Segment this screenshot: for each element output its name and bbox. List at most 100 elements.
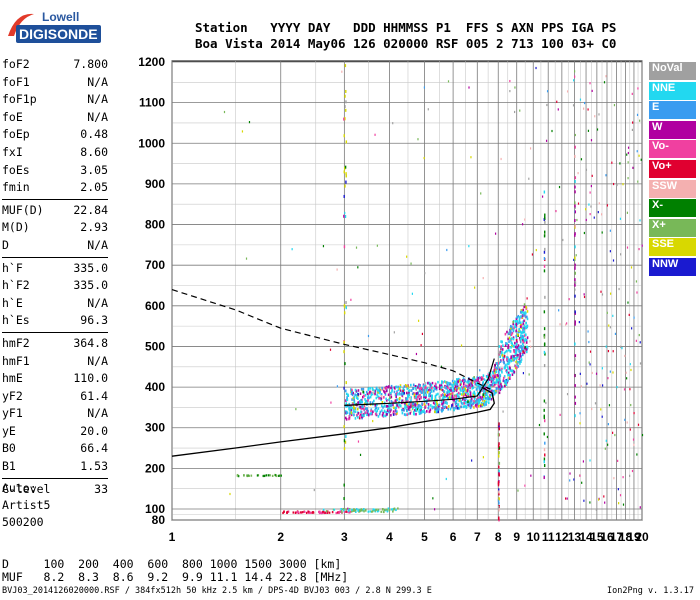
- f2-echo: [390, 395, 393, 399]
- f2-echo: [362, 406, 364, 410]
- e-echo: [341, 511, 343, 514]
- streak-echo: [543, 217, 545, 221]
- f2-echo: [449, 387, 452, 391]
- f2-echo: [519, 311, 522, 314]
- f2-echo: [354, 417, 357, 420]
- f2-echo: [427, 406, 430, 410]
- f2-echo: [350, 413, 353, 417]
- f2-echo: [369, 412, 371, 416]
- f2-echo: [474, 382, 477, 386]
- f2-echo: [518, 345, 521, 349]
- f2-echo: [494, 389, 497, 393]
- f2-echo: [393, 386, 396, 390]
- streak-echo: [574, 256, 576, 260]
- noise-echo: [612, 371, 614, 374]
- f2-echo: [502, 379, 505, 383]
- noise-echo: [341, 70, 343, 73]
- f2-echo: [525, 326, 528, 330]
- f2-echo: [478, 401, 481, 404]
- param-row: foF1 N/A: [2, 74, 108, 92]
- f2-echo: [516, 355, 519, 359]
- f2-echo: [463, 397, 465, 401]
- legend-item-noval: NoVal: [649, 62, 696, 80]
- f2-echo: [478, 384, 480, 387]
- f2-echo: [363, 412, 366, 415]
- f2-echo: [502, 358, 505, 361]
- noise-echo: [603, 495, 605, 498]
- es-echo: [338, 511, 340, 514]
- f2-echo: [363, 394, 365, 398]
- f2-echo: [454, 403, 457, 406]
- f2-echo: [507, 346, 509, 350]
- streak-echo: [498, 442, 500, 446]
- f2-echo: [462, 391, 464, 395]
- f2-echo: [377, 389, 380, 393]
- f2-echo: [510, 346, 512, 349]
- f2-echo: [435, 406, 437, 409]
- f2-echo: [390, 386, 392, 390]
- streak-echo: [498, 472, 500, 476]
- noise-echo: [295, 408, 297, 411]
- noise-echo: [322, 245, 325, 248]
- f2-echo: [399, 385, 401, 389]
- f2-echo: [501, 354, 504, 357]
- f2-echo: [418, 397, 421, 401]
- f2-echo: [380, 404, 383, 408]
- f2-echo: [519, 340, 522, 344]
- f2-echo: [457, 386, 460, 390]
- f2-echo: [504, 381, 506, 385]
- f2-echo: [494, 381, 497, 385]
- f2-echo: [400, 393, 403, 396]
- noise-echo: [521, 223, 524, 226]
- f2-echo: [356, 407, 359, 411]
- f2-echo: [503, 352, 506, 355]
- streak-echo: [574, 245, 576, 249]
- streak-echo: [574, 283, 576, 287]
- f2-echo: [494, 364, 496, 367]
- f2-echo: [354, 393, 356, 397]
- f2-echo: [519, 362, 521, 365]
- f2-echo: [470, 394, 472, 398]
- f2-echo: [519, 323, 522, 326]
- f2-echo: [369, 401, 372, 404]
- f2-echo: [382, 411, 384, 415]
- f2-echo: [473, 390, 476, 394]
- param-value: 335.0: [73, 278, 108, 293]
- f2-echo: [515, 329, 518, 333]
- f2-echo: [502, 360, 505, 364]
- noise-echo: [628, 313, 630, 317]
- noise-echo: [626, 211, 629, 214]
- param-row: foF1p N/A: [2, 91, 108, 109]
- noise-echo: [586, 382, 588, 385]
- f2-echo: [519, 321, 522, 324]
- f2-echo: [478, 376, 481, 379]
- f2-echo: [457, 394, 459, 398]
- f2-echo: [469, 389, 471, 393]
- param-name: foF1p: [2, 92, 37, 107]
- f2-echo: [482, 381, 485, 384]
- noise-echo: [641, 244, 643, 247]
- f2-echo: [401, 408, 404, 412]
- noise-echo: [638, 247, 640, 251]
- noise-echo: [631, 128, 633, 131]
- e-echo: [392, 510, 394, 513]
- es-upper-echo: [246, 474, 248, 477]
- streak-echo: [345, 108, 347, 112]
- f2-echo: [441, 402, 443, 406]
- noise-echo: [598, 202, 600, 205]
- f2-echo: [481, 395, 484, 399]
- f2-echo: [498, 371, 500, 374]
- f2-echo: [416, 395, 419, 399]
- f2-echo: [369, 390, 371, 394]
- es-echo: [305, 511, 308, 515]
- streak-echo: [498, 517, 500, 521]
- f2-echo: [514, 341, 516, 345]
- es-echo: [324, 511, 326, 514]
- f2-echo: [454, 385, 457, 388]
- y-tick-label: 500: [145, 339, 165, 353]
- streak-echo: [344, 165, 347, 169]
- f2-echo: [353, 395, 356, 399]
- noise-echo: [556, 100, 558, 103]
- f2-echo: [434, 395, 437, 399]
- y-tick-label: 80: [152, 513, 166, 527]
